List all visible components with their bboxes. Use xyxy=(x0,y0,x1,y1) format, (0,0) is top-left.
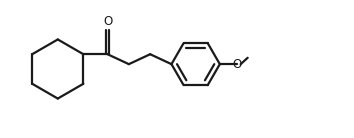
Text: O: O xyxy=(103,15,112,28)
Text: O: O xyxy=(232,58,241,71)
